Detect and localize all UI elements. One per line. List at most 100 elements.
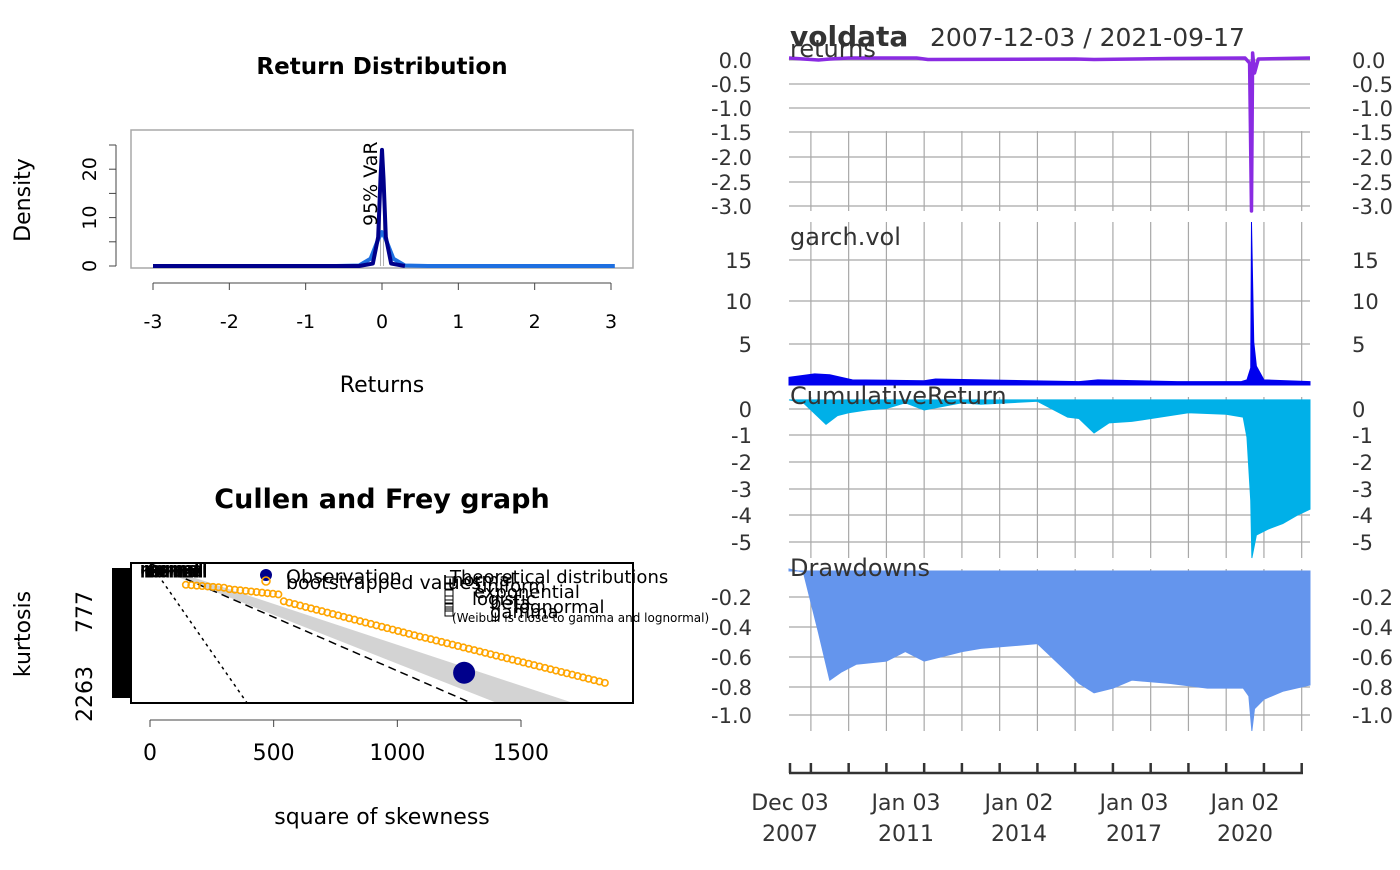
series-area [788,399,1311,559]
left-tick-label: -0.5 [711,73,752,97]
legend-theoretical-symbol [444,582,454,591]
cullen-frey-y-tick-label: 2263 [73,666,98,722]
bootstrap-point [225,585,234,594]
legend-theoretical-item: gamma [490,602,559,623]
left-tick-label: -0.4 [711,616,752,640]
bootstrap-point [198,582,207,591]
normal-cluster-marker: normal [148,563,207,581]
return-distribution-series [153,147,615,268]
left-tick-label: 15 [725,249,752,273]
bootstrap-point [252,588,261,597]
return-distribution-x-tick-label: 1 [452,311,464,333]
observation-point [453,661,476,684]
voldata-subpanels: 0.0 0.0-0.5 -0.5-1.0 -1.0-1.5 -1.5-2.0 -2.0-2… [711,35,1393,732]
return-distribution-y-tick-label: 0 [79,260,101,272]
cullen-frey-ylabel: kurtosis [11,591,36,677]
right-tick-label: 10 [1352,290,1379,314]
left-tick-label: -0.6 [711,646,752,670]
legend-theoretical-item: uniform [476,576,546,597]
bootstrap-point [263,589,272,598]
bootstrap-point [214,583,223,592]
right-tick-label: -5 [1352,531,1373,555]
legend-theoretical-symbol [444,576,454,585]
legend-theoretical-item: beta [490,593,531,614]
right-tick-label: -2.5 [1352,171,1393,195]
series-area [788,568,1311,732]
right-tick-label: -2 [1352,451,1373,475]
gamma-line [149,563,474,703]
right-tick-label: -1.0 [1352,97,1393,121]
density-series-2 [153,147,406,268]
bootstrap-point [236,586,245,595]
left-tick-label: -4 [731,504,752,528]
return-distribution-ylabel: Density [11,158,36,242]
subpanel-returns: 0.0 0.0-0.5 -0.5-1.0 -1.0-1.5 -1.5-2.0 -2.0-2… [711,35,1393,219]
left-tick-label: -3 [731,478,752,502]
right-tick-label: -1 [1352,424,1373,448]
normal-cluster-marker: normal [140,559,199,577]
cullen-frey-x-tick-label: 1500 [493,741,549,766]
right-tick-label: -0.8 [1352,676,1393,700]
voldata-x-axis: Dec 03 2007 Jan 03 2011 Jan 02 2014 Jan 03 2017… [751,763,1303,847]
cullen-frey-ticks: 0 500 1000 1500 777 2263 [73,591,549,766]
legend-theoretical-item: exponential [474,582,580,603]
left-tick-label: -0.8 [711,676,752,700]
left-tick-label: -2 [731,451,752,475]
right-tick-label: -4 [1352,504,1373,528]
left-tick-label: -5 [731,531,752,555]
right-tick-label: -1.0 [1352,704,1393,728]
return-distribution-xlabel: Returns [340,373,424,398]
return-distribution-panel: Return Distribution -3 -2 -1 0 1 2 3 0 10 20 95% … [11,54,634,398]
return-distribution-plot-box [130,129,634,269]
left-tick-label: 5 [739,333,752,357]
date-tick-label: Jan 02 2020 [1209,791,1280,847]
normal-cluster-marker: normal [144,559,203,577]
cullen-frey-kurtosis-axis-band [112,568,132,698]
left-tick-label: -1.5 [711,121,752,145]
legend-observation-label: Observation [286,566,402,588]
right-tick-label: -0.5 [1352,73,1393,97]
right-tick-label: -3 [1352,478,1373,502]
series-name-label: garch.vol [790,223,901,251]
normal-cluster-marker: normal [148,559,207,577]
right-tick-label: 5 [1352,333,1365,357]
left-tick-label: -2.0 [711,146,752,170]
bootstrap-point [241,586,250,595]
cullen-frey-x-tick-label: 500 [253,741,295,766]
left-tick-label: -1.0 [711,704,752,728]
date-tick-label: Jan 03 2017 [1098,791,1169,847]
voldata-date-range: 2007-12-03 / 2021-09-17 [930,23,1245,52]
return-distribution-x-tick-label: 3 [605,311,617,333]
voldata-title: voldata [790,20,908,53]
bootstrap-point [600,678,609,687]
right-tick-label: -0.6 [1352,646,1393,670]
legend-theoretical-item: logistic [472,589,536,610]
legend-theoretical-symbol [444,603,454,612]
legend-theoretical-item: normal [452,570,515,591]
return-distribution-x-tick-label: -1 [296,311,315,333]
cullen-frey-panel: Cullen and Frey graph normalnormalnormal… [11,484,709,830]
return-distribution-y-tick-label: 20 [79,157,101,181]
series-line [788,51,1311,213]
lognormal-line [149,563,249,703]
date-tick-label: Dec 03 2007 [751,791,829,847]
series-area [788,221,1311,386]
return-distribution-x-tick-label: 2 [529,311,541,333]
bootstrap-point [268,589,277,598]
return-distribution-x-tick-label: -3 [144,311,163,333]
legend-bootstrap-symbol [261,576,271,586]
cullen-frey-x-tick-label: 1000 [369,741,425,766]
left-tick-label: 0.0 [719,49,752,73]
return-distribution-x-tick-label: 0 [376,311,388,333]
bootstrap-point [209,582,218,591]
left-tick-label: -3.0 [711,195,752,219]
left-tick-label: 0 [739,398,752,422]
bootstrap-point [203,582,212,591]
bootstrap-point [230,585,239,594]
cullen-frey-x-tick-label: 0 [143,741,157,766]
date-tick-label: Jan 03 2011 [870,791,941,847]
